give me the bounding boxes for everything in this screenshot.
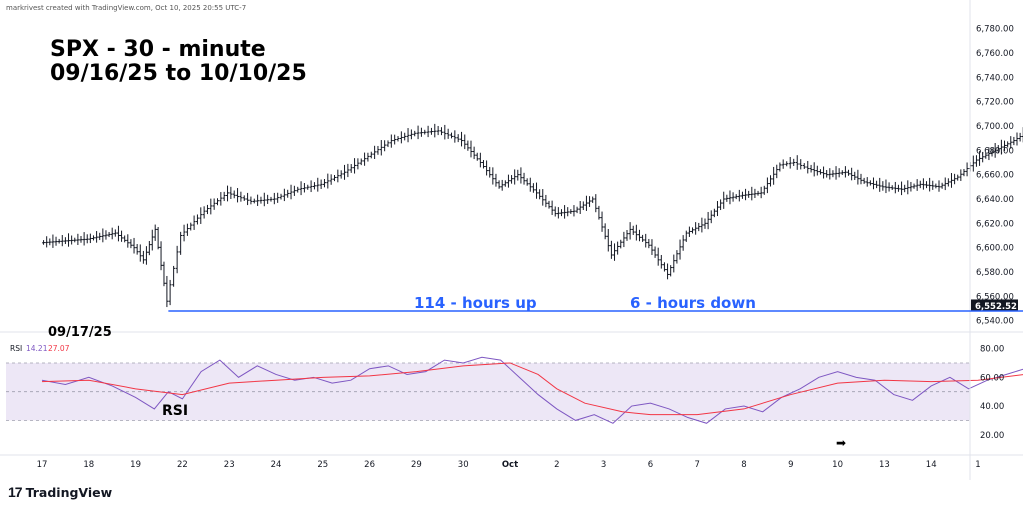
price-tick-label: 6,680.00 (976, 146, 1014, 156)
rsi-legend-ma-value: 27.07 (48, 344, 70, 353)
tradingview-logo-icon: 17 (8, 484, 23, 500)
oversold-arrow: ➡ (836, 436, 846, 450)
down-duration-label: 6 - hours down (630, 294, 756, 312)
price-tick-label: 6,620.00 (976, 219, 1014, 229)
time-tick-label: 2 (554, 460, 559, 470)
time-tick-label: 19 (130, 460, 141, 470)
price-tick-label: 6,720.00 (976, 98, 1014, 108)
time-tick-label: 1 (975, 460, 980, 470)
up-duration-label: 114 - hours up (414, 294, 537, 312)
time-tick-label: 23 (224, 460, 235, 470)
time-tick-label: 8 (741, 460, 746, 470)
rsi-tick-label: 80.00 (980, 345, 1004, 355)
rsi-label: RSI (162, 403, 188, 419)
time-axis: 17 18 19 22 23 24 25 26 29 30 Oct 2 3 6 7 8 9 10 13 14 1 (0, 454, 1023, 470)
time-tick-label: 6 (648, 460, 653, 470)
tradingview-logo-text: TradingView (25, 484, 113, 500)
time-tick-label: 29 (411, 460, 422, 470)
chart-title-line1: SPX - 30 - minute (50, 37, 266, 62)
rsi-legend-name: RSI (10, 344, 22, 353)
price-tick-label: 6,600.00 (976, 244, 1014, 254)
price-tick-label: 6,700.00 (976, 122, 1014, 132)
time-tick-label: 26 (364, 460, 375, 470)
time-tick-label: 13 (879, 460, 890, 470)
rsi-tick-label: 40.00 (980, 402, 1004, 412)
rsi-pane: RSI 14.21 27.07 (6, 344, 1023, 424)
annotations: 6,764.58↓6,762..40↓114 - hours up6 - hou… (48, 294, 1023, 450)
current-price-tag (971, 299, 1018, 312)
time-tick-label: 30 (458, 460, 469, 470)
time-tick-label: Oct (502, 460, 518, 470)
current-price-tag-label: 6,552.52 (975, 302, 1017, 312)
time-tick-label: 14 (926, 460, 937, 470)
tradingview-logo[interactable]: 17 TradingView (8, 484, 112, 500)
price-tick-label: 6,660.00 (976, 171, 1014, 181)
price-tick-label: 6,540.00 (976, 317, 1014, 327)
time-tick-label: 24 (271, 460, 282, 470)
time-tick-label: 7 (694, 460, 699, 470)
rsi-line (41, 356, 1023, 424)
price-tick-label: 6,760.00 (976, 49, 1014, 59)
chart-credit: markrivest created with TradingView.com,… (6, 4, 247, 12)
chart-title-line2: 09/16/25 to 10/10/25 (50, 61, 307, 86)
time-tick-label: 9 (788, 460, 793, 470)
price-pane (0, 123, 1023, 333)
time-tick-label: 17 (37, 460, 48, 470)
rsi-legend-value: 14.21 (26, 344, 48, 353)
start-date-label: 09/17/25 (48, 325, 112, 340)
time-tick-label: 18 (83, 460, 94, 470)
rsi-tick-label: 60.00 (980, 373, 1004, 383)
price-tick-label: 6,580.00 (976, 268, 1014, 278)
rsi-ma-line (41, 362, 1023, 416)
price-tick-label: 6,560.00 (976, 292, 1014, 302)
time-tick-label: 10 (832, 460, 843, 470)
time-tick-label: 22 (177, 460, 188, 470)
price-tick-label: 6,780.00 (976, 25, 1014, 35)
chart-title: SPX - 30 - minute 09/16/25 to 10/10/25 (50, 38, 307, 86)
price-axis: 6,540.00 6,560.00 6,580.00 6,600.00 6,620.00… (969, 0, 1018, 480)
rsi-tick-label: 20.00 (980, 431, 1004, 441)
price-tick-label: 6,740.00 (976, 73, 1014, 83)
time-tick-label: 25 (317, 460, 328, 470)
price-tick-label: 6,640.00 (976, 195, 1014, 205)
time-tick-label: 3 (601, 460, 606, 470)
